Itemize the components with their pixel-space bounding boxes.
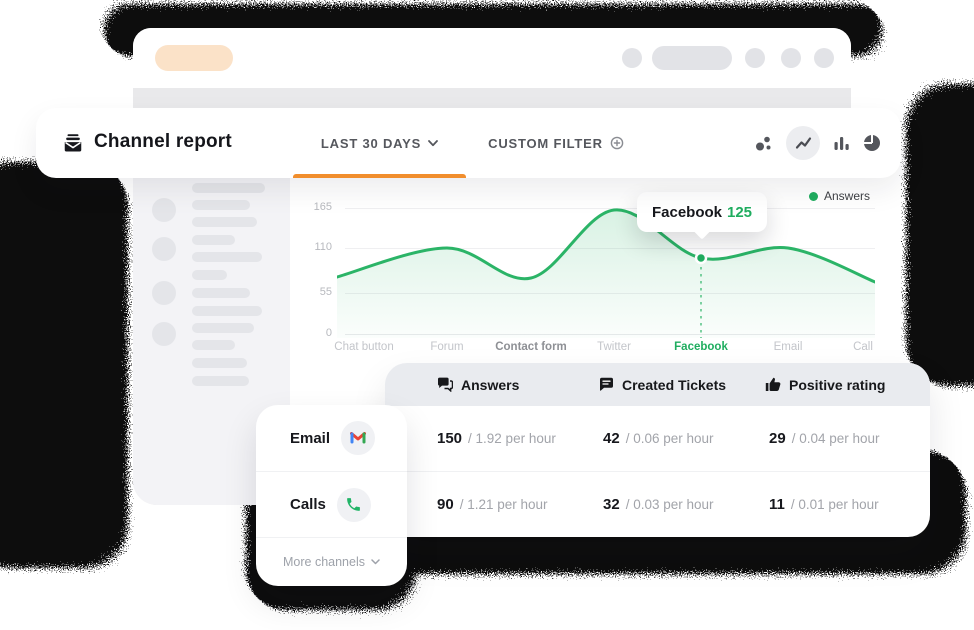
channel-label: Email (290, 429, 331, 447)
browser-toolbar (133, 28, 851, 88)
tooltip-value: 125 (727, 203, 753, 221)
skeleton-bar (192, 235, 235, 245)
x-label: Forum (430, 341, 464, 353)
column-label: Positive rating (789, 376, 886, 393)
column-created-tickets: Created Tickets (565, 363, 745, 406)
y-tick: 165 (313, 201, 332, 213)
column-label: Answers (461, 376, 520, 393)
view-switcher (754, 108, 881, 178)
skeleton-bar (192, 288, 250, 298)
skeleton-bar (192, 306, 262, 316)
toolbar-circle-placeholder (745, 48, 765, 68)
table-row-calls: 90 / 1.21 per hour 32 / 0.03 per hour 11 / … (385, 471, 930, 537)
active-tab-underline (293, 174, 466, 178)
channels-panel: Email Calls More channels (256, 405, 407, 586)
answers-rate: / 1.21 per hour (459, 497, 548, 512)
table-header-row: Answers Created Tickets Positive rating (385, 363, 930, 406)
inbox-stack-icon (64, 134, 82, 152)
skeleton-bar (192, 252, 262, 262)
toolbar-circle-placeholder (622, 48, 642, 68)
rating-value: 29 (769, 430, 786, 447)
tab-last-30-days[interactable]: LAST 30 DAYS (293, 108, 466, 178)
skeleton-avatar (152, 198, 176, 222)
answers-value: 150 (437, 430, 463, 447)
skeleton-bar (192, 323, 254, 333)
y-tick: 55 (319, 286, 332, 298)
thumb-up-icon (765, 377, 781, 392)
tooltip-label: Facebook (651, 203, 722, 221)
tickets-icon (600, 377, 613, 391)
more-channels-label: More channels (283, 555, 365, 569)
report-header: Channel report LAST 30 DAYS CUSTOM FILTE… (36, 108, 901, 178)
skeleton-avatar (152, 281, 176, 305)
plus-circle-icon (610, 136, 624, 150)
highlight-dot (694, 251, 708, 265)
chevron-down-icon (371, 559, 380, 565)
tickets-value: 32 (603, 496, 620, 513)
skeleton-avatar (152, 237, 176, 261)
column-answers: Answers (385, 363, 565, 406)
skeleton-bar (192, 183, 265, 193)
toolbar-logo-placeholder (155, 45, 233, 71)
line-view-icon[interactable] (786, 126, 820, 160)
skeleton-bar (192, 376, 249, 386)
x-label: Twitter (597, 341, 631, 353)
legend-label: Answers (824, 189, 871, 203)
skeleton-bar (192, 340, 235, 350)
column-positive-rating: Positive rating (745, 363, 930, 406)
tab-label: CUSTOM FILTER (488, 135, 603, 151)
bar-view-icon[interactable] (833, 135, 850, 151)
x-label-highlighted: Facebook (674, 341, 728, 353)
tickets-rate: / 0.06 per hour (625, 431, 714, 446)
rating-value: 11 (769, 496, 785, 513)
answers-line (337, 208, 875, 284)
toolbar-circle-placeholder (781, 48, 801, 68)
answers-value: 90 (437, 496, 454, 513)
answers-area-chart (337, 208, 875, 338)
skeleton-bar (192, 270, 227, 280)
area-fill (337, 209, 875, 338)
phone-icon (336, 487, 371, 522)
chart-legend: Answers (809, 189, 870, 203)
skeleton-bar (192, 200, 250, 210)
gridline (345, 208, 875, 209)
legend-dot-icon (809, 191, 818, 201)
channel-label: Calls (290, 496, 326, 513)
tab-custom-filter[interactable]: CUSTOM FILTER (476, 108, 636, 178)
rating-rate: / 0.04 per hour (791, 431, 880, 446)
tab-label: LAST 30 DAYS (320, 135, 422, 151)
column-label: Created Tickets (622, 376, 727, 393)
x-label: Email (773, 341, 803, 353)
channel-item-calls[interactable]: Calls (256, 471, 407, 537)
chart-tooltip: Facebook 125 (637, 192, 767, 232)
stats-table: Answers Created Tickets Positive rating … (385, 363, 930, 537)
channel-item-email[interactable]: Email (256, 405, 407, 471)
spray-shadow-left (0, 162, 128, 568)
tickets-rate: / 0.03 per hour (625, 497, 714, 512)
chevron-down-icon (428, 139, 438, 146)
tickets-value: 42 (603, 430, 620, 447)
toolbar-pill-placeholder (652, 46, 732, 70)
toolbar-circle-placeholder (814, 48, 834, 68)
gmail-icon (341, 421, 376, 455)
skeleton-bar (192, 358, 247, 368)
x-label: Call (853, 341, 873, 353)
pie-view-icon[interactable] (863, 134, 881, 152)
rating-rate: / 0.01 per hour (790, 497, 879, 512)
skeleton-avatar (152, 322, 176, 346)
answers-rate: / 1.92 per hour (468, 431, 556, 446)
x-label: Chat button (334, 341, 394, 353)
more-channels-button[interactable]: More channels (256, 537, 407, 586)
answers-icon (438, 377, 453, 392)
x-label: Contact form (495, 341, 567, 353)
table-row-email: 150 / 1.92 per hour 42 / 0.06 per hour 29 /… (385, 406, 930, 471)
page-title: Channel report (94, 131, 232, 152)
y-tick: 110 (314, 241, 332, 253)
skeleton-bar (192, 217, 257, 227)
y-tick: 0 (325, 327, 332, 339)
spray-shadow-right (906, 84, 974, 386)
scatter-view-icon[interactable] (754, 134, 773, 153)
